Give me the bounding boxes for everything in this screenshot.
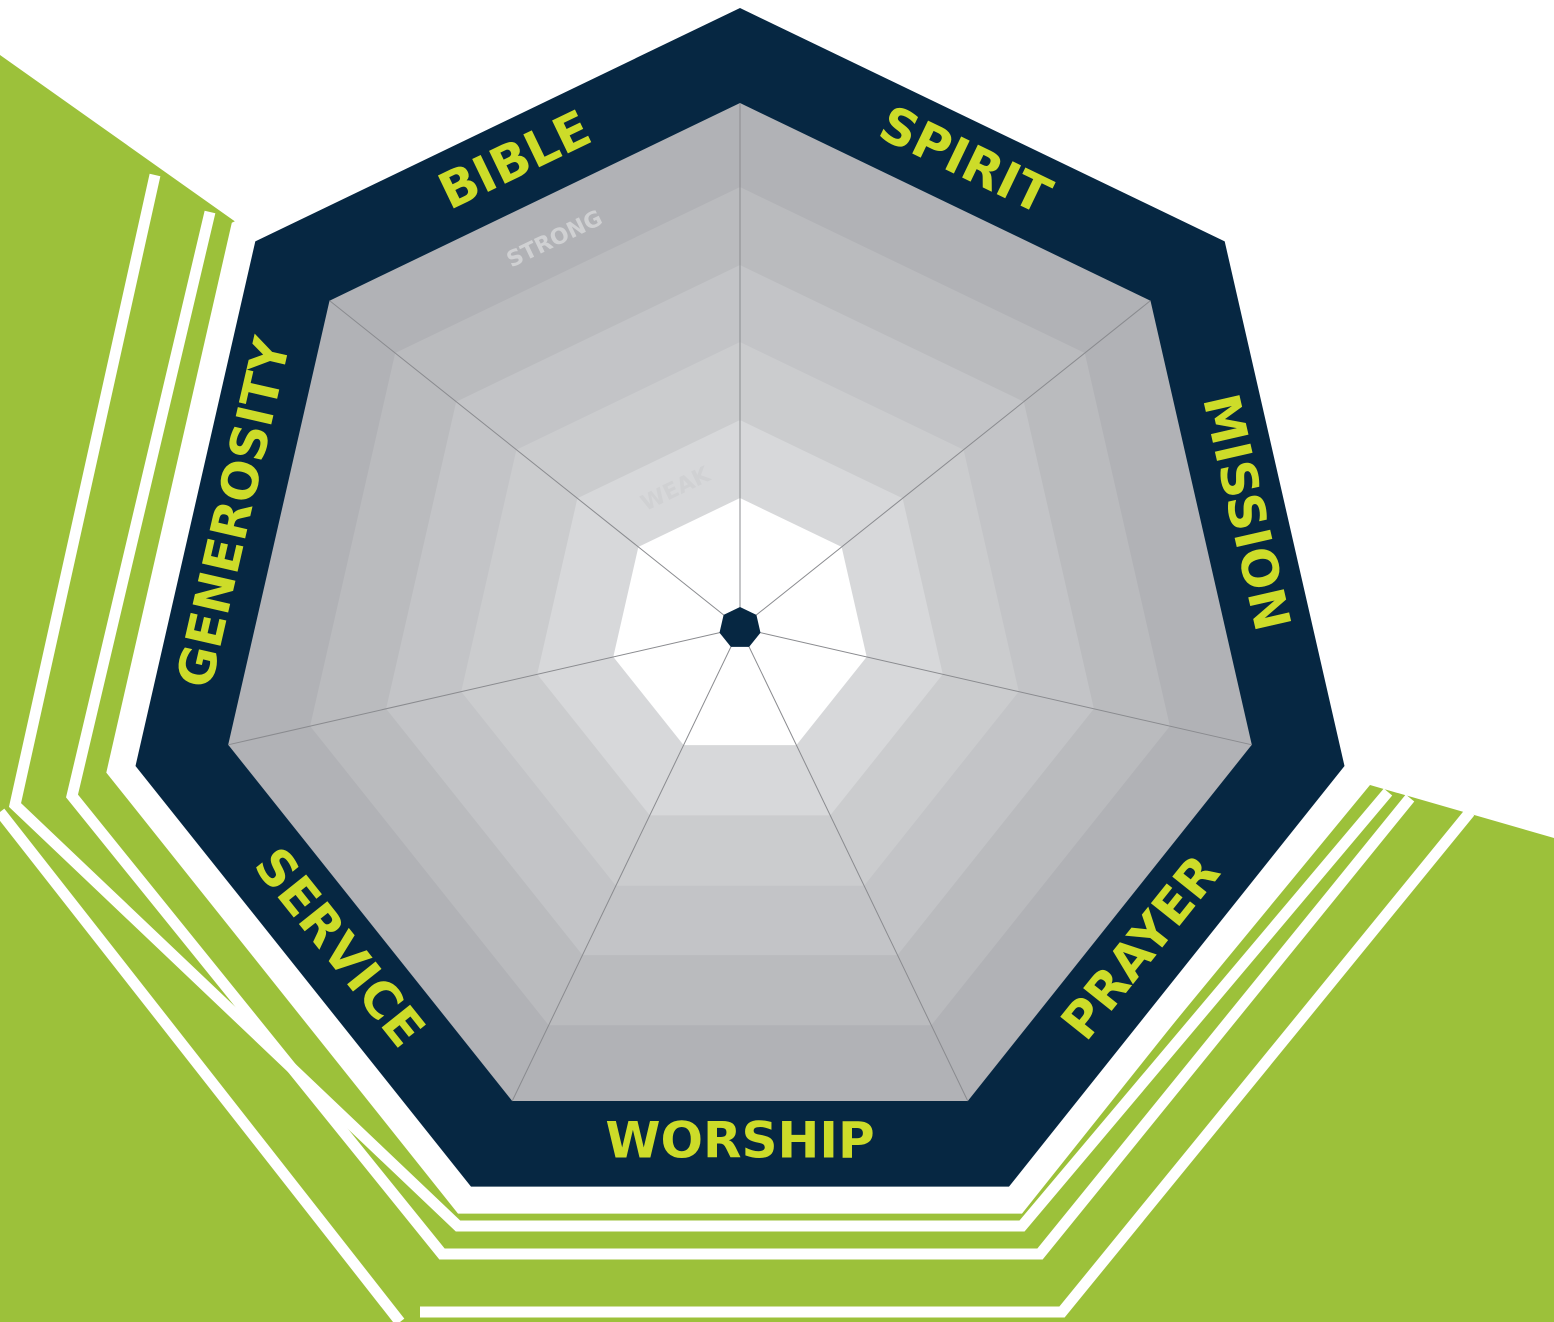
- spoke: [739, 627, 969, 1102]
- spoke: [511, 627, 741, 1102]
- center-hub: [719, 607, 761, 647]
- stripe: [66, 210, 1415, 1260]
- stripe: [8, 173, 1393, 1232]
- spoke: [739, 627, 1252, 746]
- heptagon: [106, 0, 1374, 1214]
- spoke: [329, 300, 741, 629]
- stripe: [0, 808, 405, 1322]
- stripe: [420, 808, 1475, 1318]
- spoke: [228, 627, 741, 746]
- white-stripes: [0, 173, 1475, 1322]
- spoke: [739, 300, 1151, 629]
- axis-label: WORSHIP: [605, 1111, 874, 1169]
